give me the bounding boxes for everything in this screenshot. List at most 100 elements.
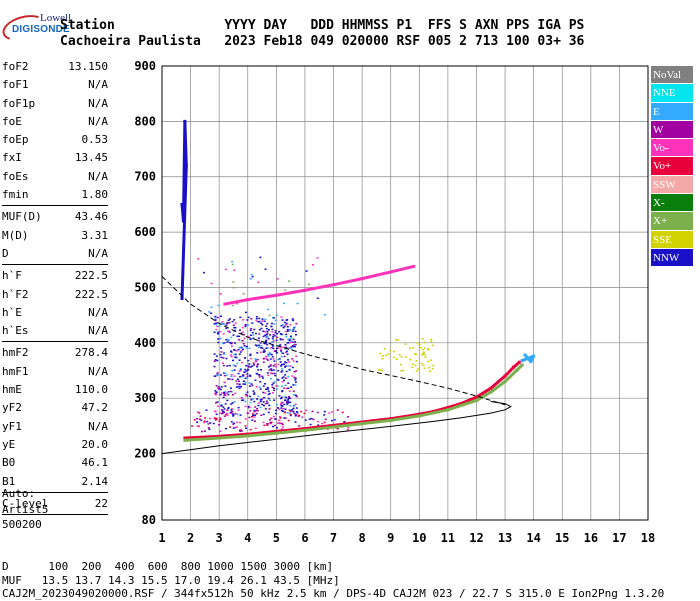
echo-point [213,360,216,362]
param-name: M(D) [2,228,29,242]
echo-point [392,350,395,353]
param-value: 278.4 [74,346,108,360]
echo-point [219,315,222,318]
echo-point [222,333,225,335]
echo-point [222,406,225,408]
echo-point [273,323,276,325]
param-value: 0.53 [81,133,109,147]
echo-point [272,387,275,390]
echo-point [285,370,288,373]
echo-point [263,342,266,345]
echo-point [251,275,254,278]
echo-point [266,330,269,333]
echo-point [270,377,273,380]
echo-point [284,365,287,367]
echo-point [209,417,212,420]
echo-point [265,325,268,327]
echo-point [224,372,227,375]
echo-point [217,338,220,340]
echo-point [400,370,403,372]
echo-point [409,358,412,361]
echo-point [235,380,238,382]
param-value: 3.31 [81,228,109,242]
x-tick-label: 4 [244,531,251,545]
echo-point [289,397,292,399]
echo-point [280,355,283,358]
param-value: 22 [94,496,108,510]
echo-point [195,417,198,420]
echo-point [247,368,250,371]
echo-point [231,410,234,413]
echo-point [249,366,252,368]
echo-point [272,369,275,371]
param-row: B1 2.14 [2,473,108,491]
echo-point [266,422,269,425]
echo-point [295,395,298,398]
param-row: foE N/A [2,113,108,131]
echo-point [249,334,252,337]
echo-point [213,323,216,325]
echo-point [414,364,417,367]
echo-point [261,347,264,349]
echo-point [417,368,420,370]
echo-point [328,412,331,414]
parameter-panel: foF2 13.150 foF1 N/A foF1p N/A foE N/A foEp 0.53 f… [2,58,108,517]
trace-segment [276,428,306,435]
echo-point [215,413,218,416]
echo-point [389,349,392,352]
echo-point [256,373,259,375]
echo-point [266,343,269,346]
echo-point [270,347,273,349]
echo-point [253,392,256,394]
trace-point [520,363,524,367]
echo-point [206,420,209,423]
echo-point [227,393,230,396]
echo-point [410,366,413,369]
echo-point [214,315,217,318]
echo-point [238,421,241,424]
echo-point [268,314,271,317]
echo-point [222,411,225,413]
y-tick-label: 600 [134,225,156,239]
echo-point [432,364,435,367]
echo-point [263,424,266,427]
echo-point [283,379,286,382]
echo-point [269,358,272,360]
legend-item: NNW [651,248,693,268]
echo-point [422,352,425,354]
echo-point [288,339,291,342]
echo-point [248,406,251,409]
echo-point [244,357,247,359]
echo-point [281,385,284,388]
echo-point [292,390,295,392]
echo-point [208,311,211,313]
echo-point [213,331,216,334]
echo-point [280,402,283,405]
echo-point [265,388,268,391]
echo-point [293,376,296,379]
echo-point [246,377,249,379]
echo-point [197,258,200,260]
echo-point [252,414,255,417]
echo-point [289,329,292,332]
echo-point [214,319,217,321]
echo-point [422,351,425,353]
echo-point [287,397,290,400]
echo-point [252,413,255,415]
echo-point [309,423,312,426]
param-separator [2,205,108,207]
echo-point [244,368,247,371]
echo-point [261,403,264,406]
echo-point [223,372,226,374]
echo-point [430,340,433,343]
echo-point [289,341,292,344]
echo-point [275,409,278,412]
trace-segment [447,401,463,410]
echo-point [287,402,290,404]
trace-segment [184,434,220,440]
param-row: yE 20.0 [2,436,108,454]
echo-point [276,332,279,335]
x-tick-label: 18 [641,531,655,545]
echo-point [283,321,286,324]
echo-point [227,330,230,332]
